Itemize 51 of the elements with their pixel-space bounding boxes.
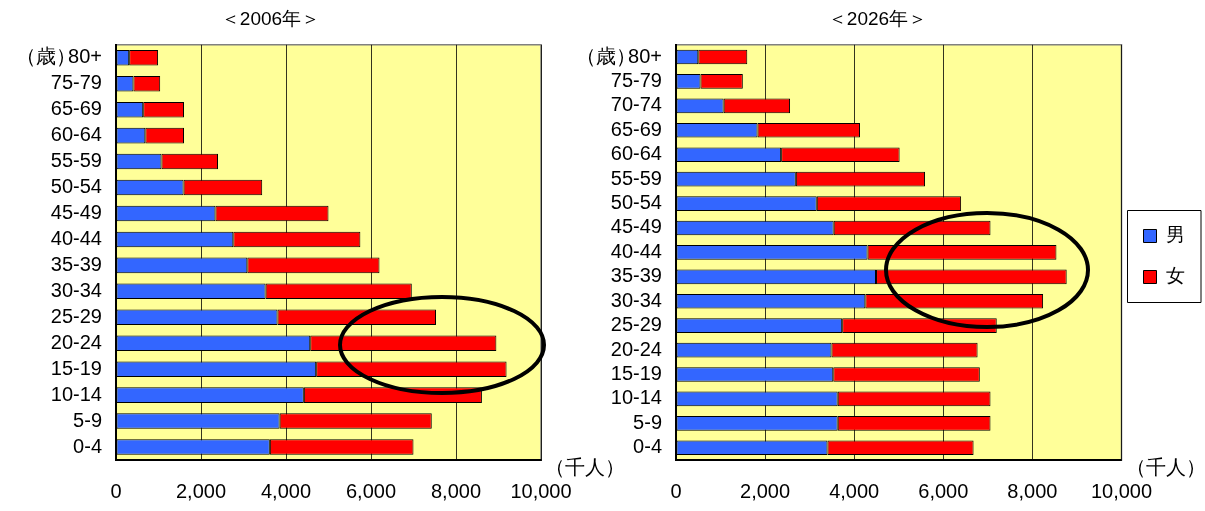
x-tick-label: 6,000 [345,479,397,502]
y-tick-label: 45-49 [50,200,102,223]
y-tick-label: 30-34 [50,278,102,301]
x-tick-label: 6,000 [918,479,969,502]
y-tick-label: 50-54 [610,191,662,214]
y-tick-label: 5-9 [73,408,102,431]
y-tick-label: 40-44 [610,239,662,262]
y-tick-label: 25-29 [50,304,102,327]
y-tick-label: 20-24 [50,330,102,353]
y-tick-label: 20-24 [610,337,662,360]
chart-title: ＜2006年＞ [220,7,321,29]
y-tick-label: 35-39 [610,264,662,287]
y-tick-label: 60-64 [50,123,102,146]
y-tick-label: 65-69 [610,117,662,140]
y-tick-label: 75-79 [50,71,102,94]
x-tick-label: 10,000 [1090,479,1153,502]
y-tick-label: 0-4 [73,434,102,457]
x-axis-title: （千人） [545,455,625,478]
x-tick-label: 4,000 [260,479,312,502]
y-tick-label: 5-9 [633,410,662,433]
y-tick-label: 80+ [628,44,662,67]
y-tick-label: 45-49 [610,215,662,238]
y-tick-label: 35-39 [50,252,102,275]
x-tick-label: 10,000 [510,479,572,502]
y-tick-label: 0-4 [633,435,662,458]
x-tick-label: 8,000 [430,479,482,502]
x-tick-label: 2,000 [740,479,791,502]
y-tick-label: 55-59 [50,149,102,172]
y-tick-label: 60-64 [610,142,662,165]
y-tick-label: 80+ [68,45,102,68]
legend-label: 女 [1166,265,1185,287]
y-tick-label: 50-54 [50,175,102,198]
y-tick-label: 25-29 [610,313,662,336]
x-tick-label: 0 [110,479,122,502]
y-tick-label: 30-34 [610,288,662,311]
y-tick-label: 15-19 [50,356,102,379]
y-tick-label: 70-74 [610,93,662,116]
y-tick-label: 10-14 [610,386,662,409]
y-tick-label: 65-69 [50,97,102,120]
legend-label: 男 [1166,224,1185,246]
y-tick-label: 40-44 [50,226,102,249]
x-tick-label: 8,000 [1007,479,1058,502]
x-axis-title: （千人） [1125,455,1205,478]
y-tick-label: 55-59 [610,166,662,189]
y-tick-label: 75-79 [610,68,662,91]
x-tick-label: 2,000 [175,479,227,502]
x-tick-label: 4,000 [829,479,880,502]
chart-title: ＜2026年＞ [827,7,928,29]
y-tick-label: 15-19 [610,362,662,385]
y-tick-label: 10-14 [50,382,102,405]
x-tick-label: 0 [670,479,682,502]
